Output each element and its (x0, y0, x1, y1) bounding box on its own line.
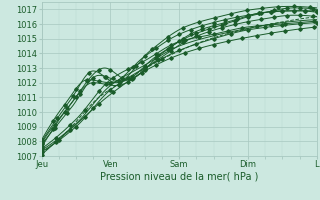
X-axis label: Pression niveau de la mer( hPa ): Pression niveau de la mer( hPa ) (100, 172, 258, 182)
